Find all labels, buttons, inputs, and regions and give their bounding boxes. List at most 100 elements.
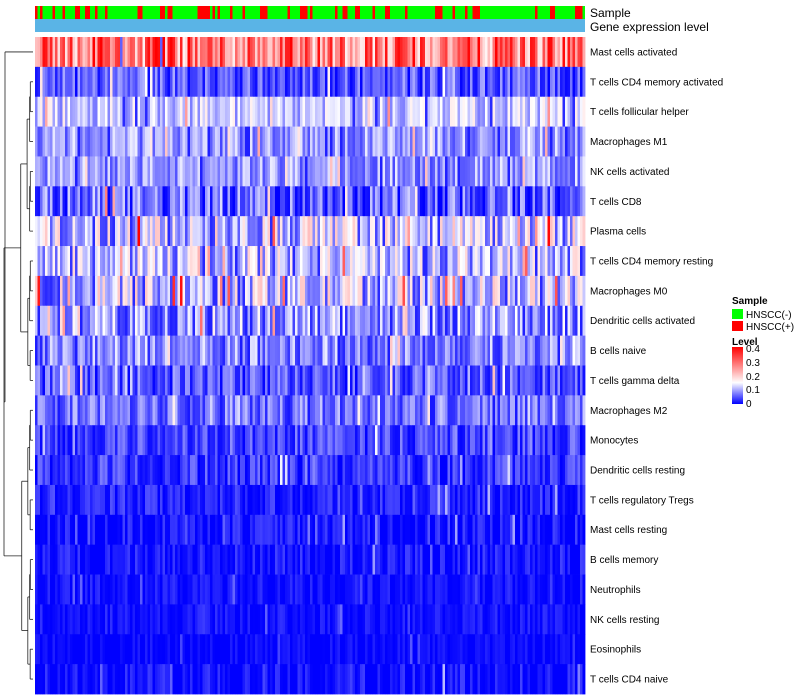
- heatmap-cell: [300, 425, 303, 456]
- heatmap-cell: [505, 275, 508, 307]
- heatmap-cell: [260, 186, 263, 217]
- heatmap-cell: [375, 634, 378, 665]
- heatmap-cell: [402, 305, 406, 337]
- heatmap-cell: [277, 604, 281, 635]
- heatmap-cell: [437, 544, 441, 575]
- heatmap-cell: [335, 395, 338, 426]
- heatmap-cell: [45, 335, 48, 366]
- heatmap-cell: [302, 246, 306, 277]
- heatmap-cell: [427, 664, 431, 695]
- heatmap-cell: [185, 365, 188, 396]
- heatmap-cell: [170, 275, 173, 307]
- heatmap-cell: [412, 186, 416, 217]
- heatmap-cell: [495, 425, 498, 456]
- heatmap-cell: [312, 216, 316, 247]
- heatmap-cell: [457, 246, 461, 277]
- heatmap-cell: [77, 664, 81, 695]
- heatmap-cell: [547, 246, 551, 277]
- heatmap-cell: [515, 246, 518, 277]
- heatmap-cell: [247, 66, 251, 98]
- heatmap-cell: [100, 425, 103, 456]
- heatmap-cell: [45, 37, 48, 68]
- heatmap-cell: [362, 365, 366, 396]
- heatmap-cell: [82, 216, 86, 247]
- heatmap-cell: [177, 96, 181, 127]
- heatmap-cell: [340, 335, 343, 366]
- heatmap-cell: [62, 126, 66, 157]
- sample-cell-positive: [212, 6, 215, 19]
- heatmap-cell: [402, 335, 406, 366]
- heatmap-cell: [157, 365, 161, 396]
- heatmap-cell: [352, 634, 356, 665]
- heatmap-cell: [485, 186, 488, 217]
- heatmap-cell: [495, 574, 498, 605]
- sample-cell-positive: [230, 6, 233, 19]
- heatmap-cell: [577, 514, 581, 546]
- heatmap-cell: [45, 664, 48, 695]
- heatmap-cell: [172, 186, 176, 217]
- heatmap-cell: [455, 514, 458, 546]
- heatmap-cell: [60, 664, 63, 695]
- heatmap-cell: [270, 335, 273, 366]
- heatmap-cell: [560, 37, 563, 68]
- heatmap-cell: [560, 574, 563, 605]
- heatmap-cell: [450, 574, 453, 605]
- heatmap-cell: [67, 634, 71, 665]
- heatmap-cell: [182, 604, 186, 635]
- heatmap-cell: [272, 96, 276, 127]
- heatmap-cell: [327, 365, 331, 396]
- heatmap-cell: [272, 126, 276, 157]
- heatmap-cell: [340, 305, 343, 337]
- heatmap-cell: [530, 37, 533, 68]
- heatmap-cell: [105, 544, 108, 575]
- heatmap-cell: [472, 574, 476, 605]
- heatmap-cell: [252, 544, 256, 575]
- heatmap-cell: [142, 634, 146, 665]
- heatmap-cell: [240, 66, 243, 98]
- heatmap-cell: [190, 544, 193, 575]
- heatmap-cell: [402, 126, 406, 157]
- heatmap-cell: [215, 544, 218, 575]
- heatmap-cell: [577, 37, 581, 68]
- heatmap-cell: [500, 335, 503, 366]
- heatmap-cell: [115, 96, 118, 127]
- heatmap-cell: [390, 305, 393, 337]
- heatmap-cell: [320, 275, 323, 307]
- heatmap-cell: [520, 604, 523, 635]
- heatmap-cell: [482, 395, 486, 426]
- heatmap-cell: [367, 604, 371, 635]
- heatmap-cell: [320, 604, 323, 635]
- heatmap-cell: [227, 395, 231, 426]
- heatmap-cell: [127, 455, 131, 486]
- heatmap-cell: [255, 66, 258, 98]
- heatmap-cell: [447, 365, 451, 396]
- heatmap-cell: [345, 246, 348, 277]
- heatmap-cell: [335, 186, 338, 217]
- heatmap-cell: [135, 365, 138, 396]
- heatmap-cell: [185, 484, 188, 516]
- heatmap-cell: [532, 246, 536, 277]
- heatmap-cell: [270, 216, 273, 247]
- heatmap-cell: [285, 186, 288, 217]
- heatmap-cell: [362, 156, 366, 187]
- heatmap-cell: [475, 604, 478, 635]
- heatmap-cell: [105, 66, 108, 98]
- heatmap-cell: [502, 66, 506, 98]
- heatmap-cell: [495, 664, 498, 695]
- heatmap-cell: [307, 246, 311, 277]
- heatmap-cell: [545, 37, 548, 68]
- heatmap-cell: [205, 395, 208, 426]
- heatmap-cell: [457, 335, 461, 366]
- heatmap-cell: [245, 186, 248, 217]
- heatmap-cell: [517, 156, 521, 187]
- heatmap-cell: [467, 66, 471, 98]
- heatmap-cell: [380, 455, 383, 486]
- heatmap-cell: [582, 604, 586, 635]
- heatmap-cell: [240, 186, 243, 217]
- heatmap-row: [35, 305, 586, 337]
- heatmap-cell: [70, 544, 73, 575]
- heatmap-cell: [432, 514, 436, 546]
- heatmap-cell: [82, 484, 86, 516]
- heatmap-cell: [517, 216, 521, 247]
- heatmap-cell: [282, 96, 286, 127]
